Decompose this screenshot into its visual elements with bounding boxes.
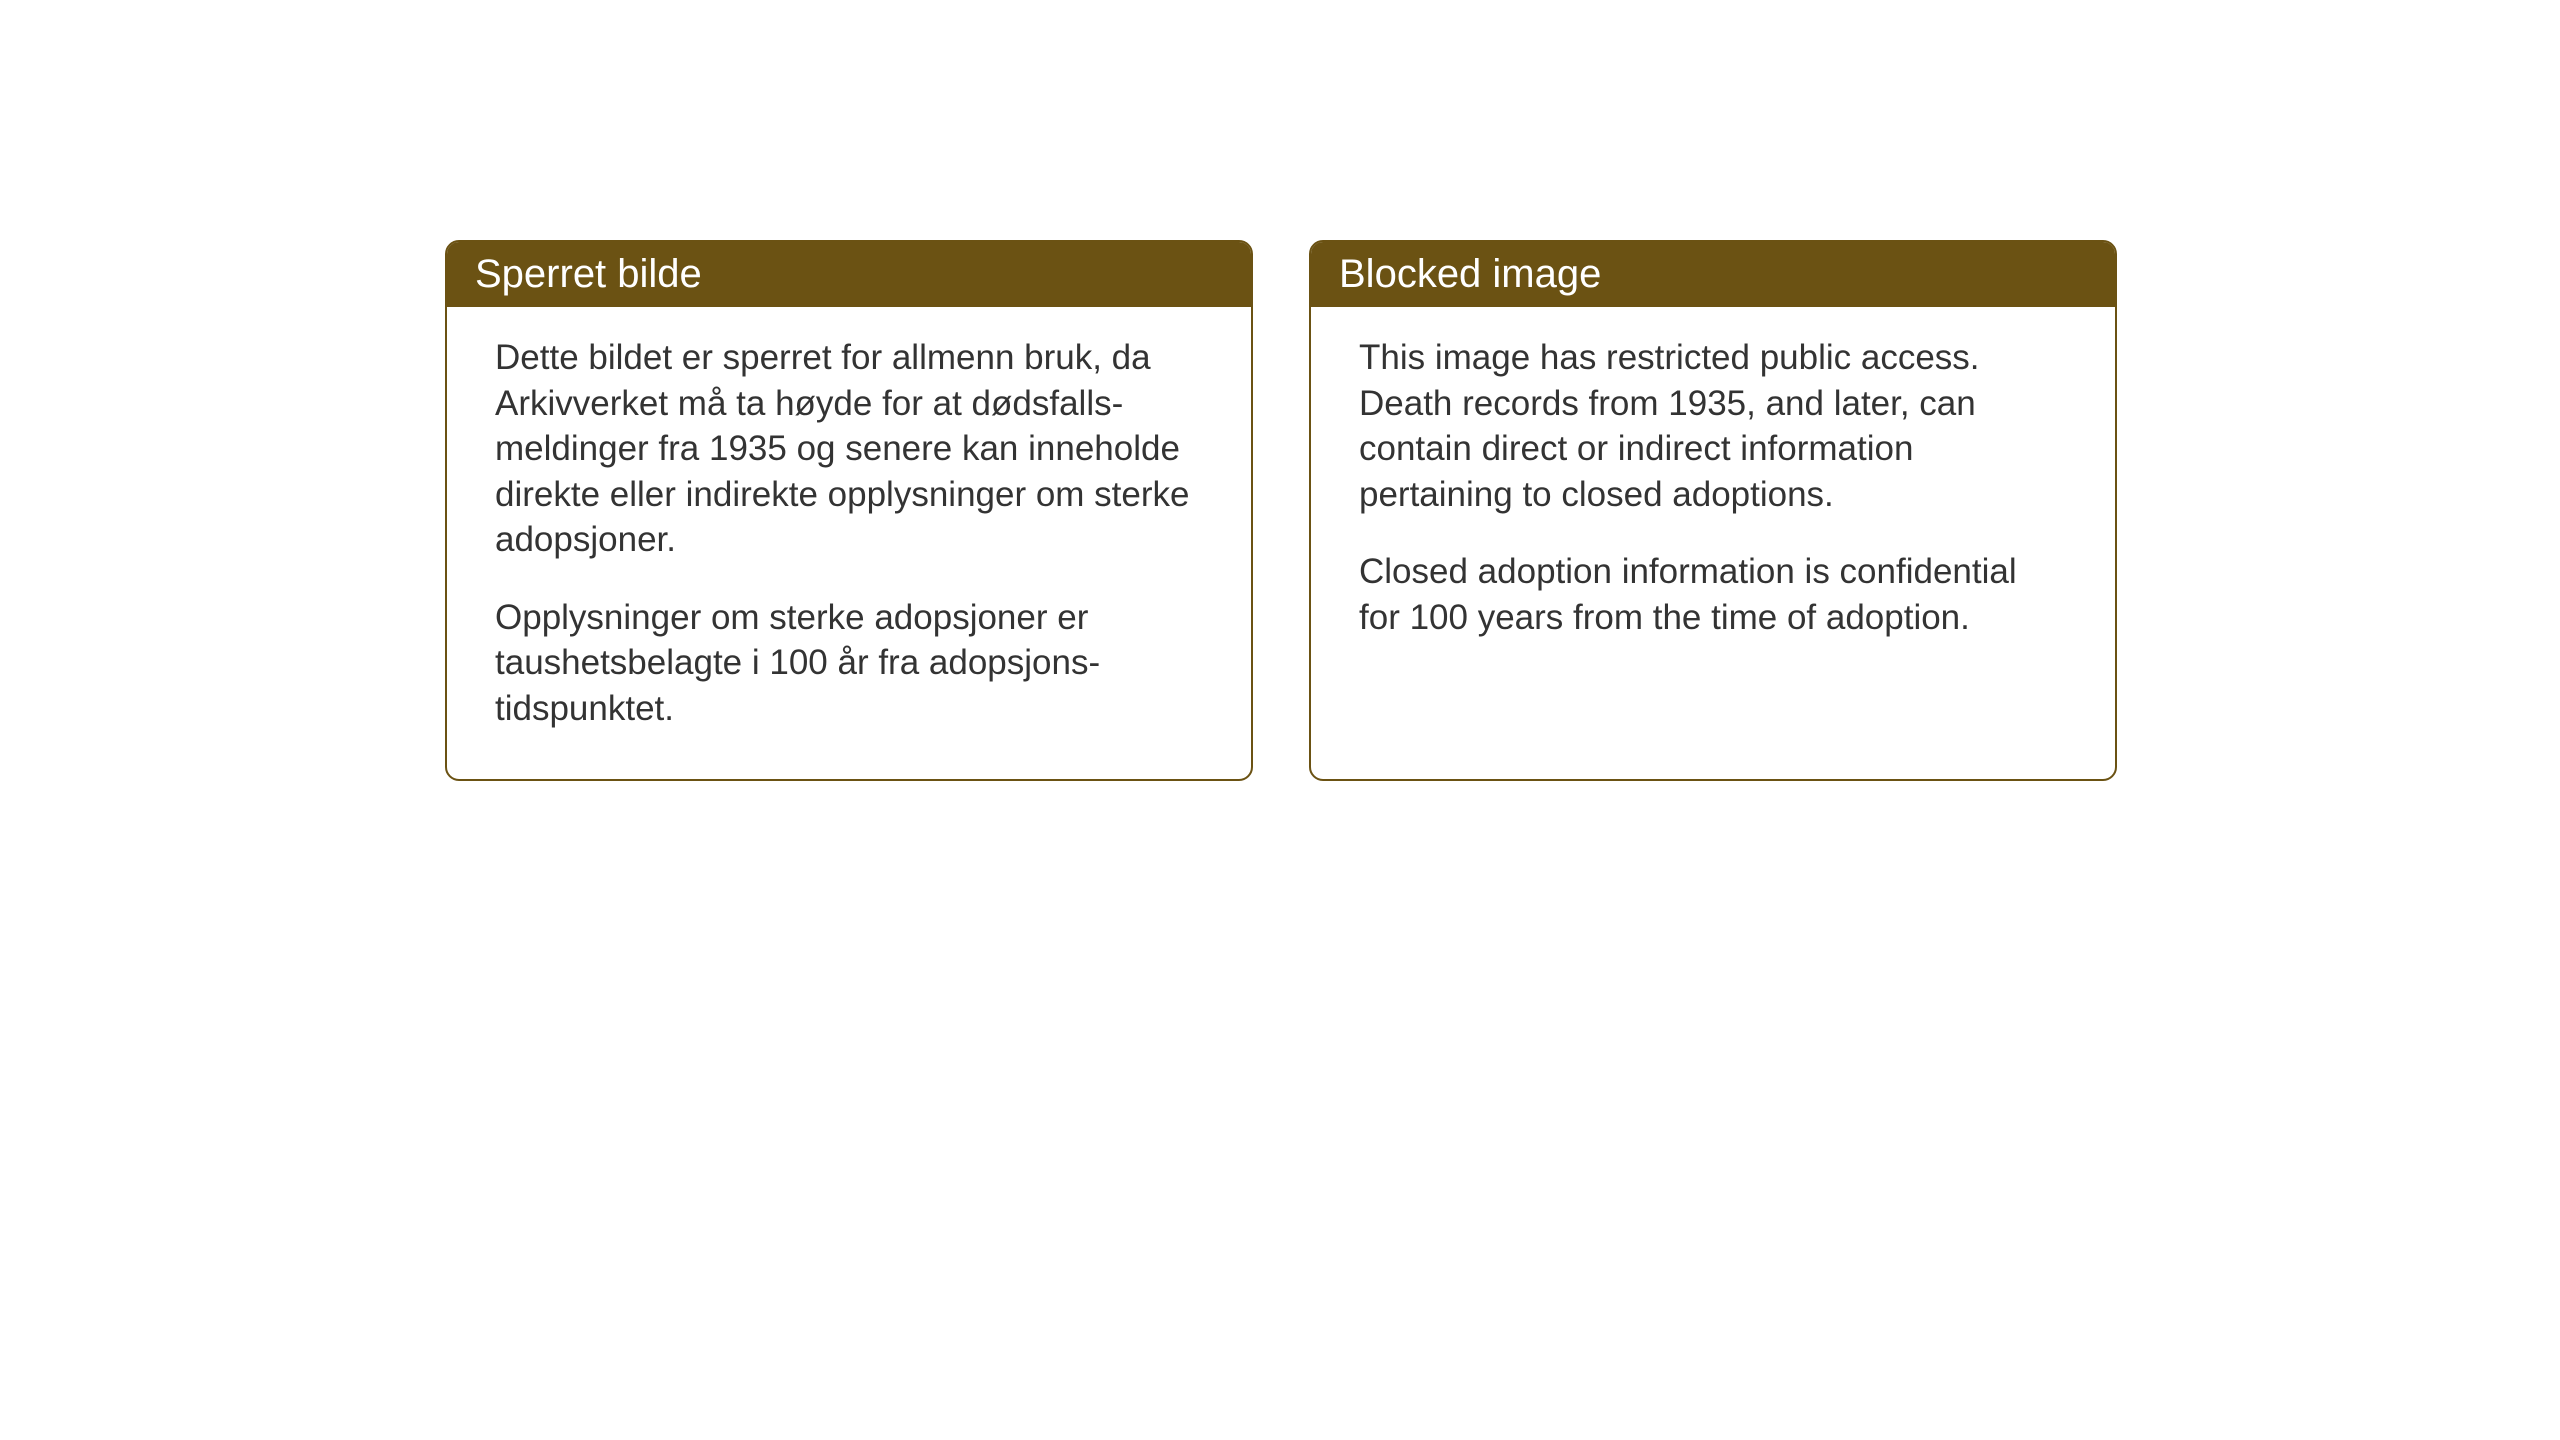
notice-container: Sperret bilde Dette bildet er sperret fo… xyxy=(445,240,2117,781)
notice-card-english: Blocked image This image has restricted … xyxy=(1309,240,2117,781)
card-header-english: Blocked image xyxy=(1311,242,2115,307)
notice-card-norwegian: Sperret bilde Dette bildet er sperret fo… xyxy=(445,240,1253,781)
card-paragraph2-norwegian: Opplysninger om sterke adopsjoner er tau… xyxy=(495,595,1203,732)
card-paragraph1-english: This image has restricted public access.… xyxy=(1359,335,2067,517)
card-paragraph2-english: Closed adoption information is confident… xyxy=(1359,549,2067,640)
card-body-english: This image has restricted public access.… xyxy=(1311,307,2115,688)
card-paragraph1-norwegian: Dette bildet er sperret for allmenn bruk… xyxy=(495,335,1203,563)
card-title-norwegian: Sperret bilde xyxy=(475,252,702,296)
card-header-norwegian: Sperret bilde xyxy=(447,242,1251,307)
card-body-norwegian: Dette bildet er sperret for allmenn bruk… xyxy=(447,307,1251,779)
card-title-english: Blocked image xyxy=(1339,252,1601,296)
